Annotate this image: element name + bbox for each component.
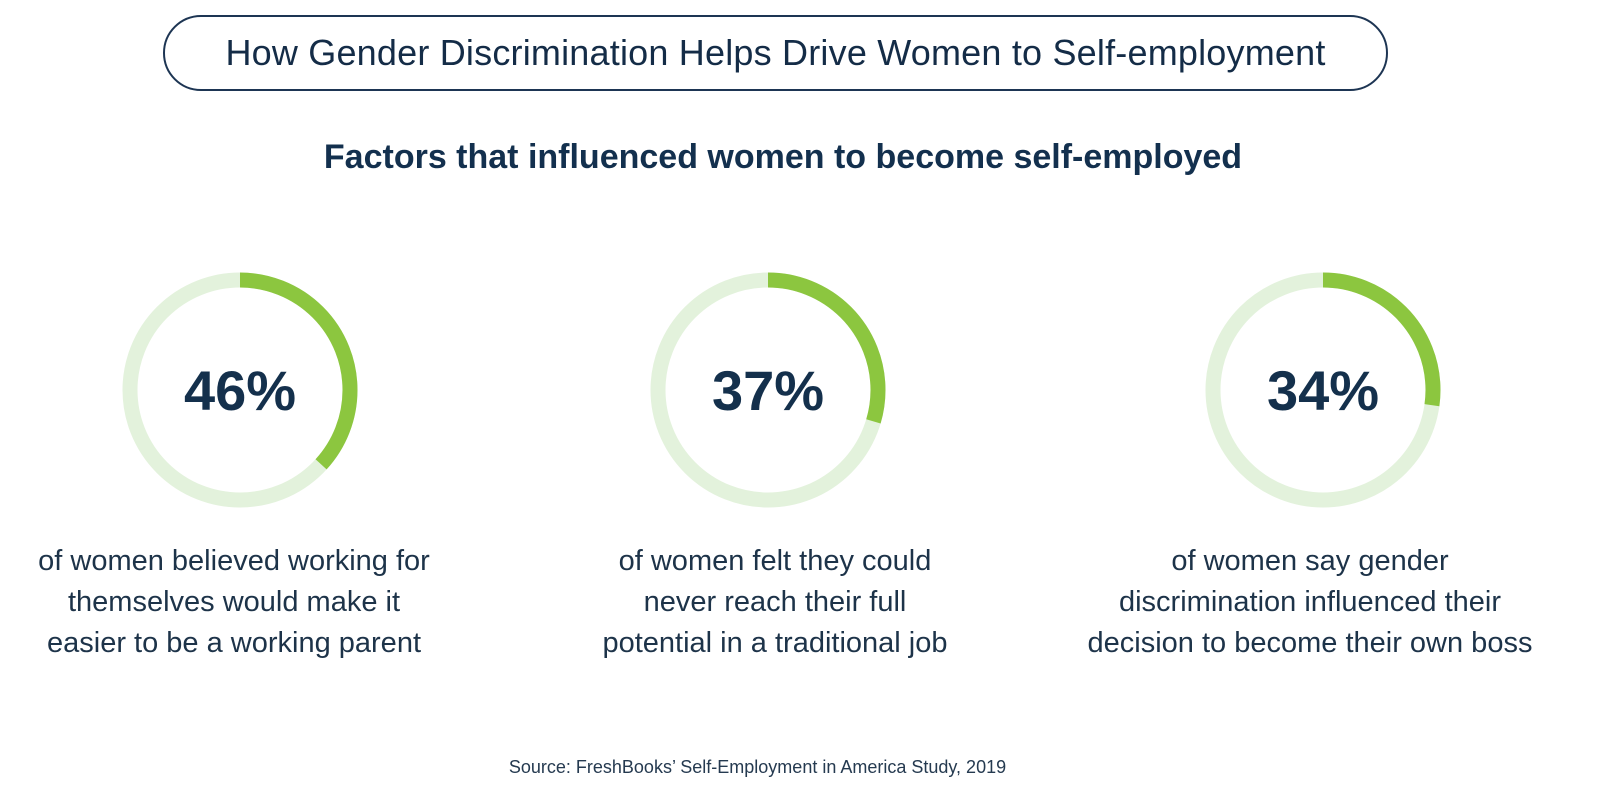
- donut-value-arc: [1205, 272, 1441, 508]
- donut-ring-svg: [650, 272, 886, 508]
- stat-description-working-parent: of women believed working for themselves…: [0, 541, 504, 664]
- stat-description-line: easier to be a working parent: [47, 627, 421, 659]
- donut-value-label: 37%: [711, 358, 825, 422]
- stat-description-line: never reach their full: [643, 586, 907, 618]
- stat-description-line: of women felt they could: [618, 545, 932, 577]
- donut-chart-working-parent: 46%: [120, 270, 360, 510]
- stat-description-full-potential: of women felt they could never reach the…: [505, 541, 1045, 664]
- donut-chart-full-potential: 37%: [648, 270, 888, 510]
- stat-description-own-boss: of women say gender discrimination influ…: [1040, 541, 1580, 664]
- donut-value-arc: [650, 272, 886, 508]
- donut-value-arc: [122, 272, 358, 508]
- source-attribution: Source: FreshBooks’ Self-Employment in A…: [508, 757, 1007, 777]
- donut-value-label: 46%: [183, 358, 297, 422]
- page-title: How Gender Discrimination Helps Drive Wo…: [225, 32, 1326, 73]
- stat-description-line: of women believed working for: [38, 545, 430, 577]
- donut-ring-svg: [122, 272, 358, 508]
- stat-description-line: potential in a traditional job: [602, 627, 948, 659]
- donut-ring-svg: [1205, 272, 1441, 508]
- stat-description-line: themselves would make it: [67, 586, 401, 618]
- stat-description-line: decision to become their own boss: [1087, 627, 1533, 659]
- donut-chart-own-boss: 34%: [1203, 270, 1443, 510]
- donut-value-label: 34%: [1266, 358, 1380, 422]
- chart-subtitle: Factors that influenced women to become …: [323, 138, 1243, 176]
- stat-description-line: discrimination influenced their: [1118, 586, 1502, 618]
- title-pill: How Gender Discrimination Helps Drive Wo…: [163, 15, 1388, 91]
- stat-description-line: of women say gender: [1171, 545, 1449, 577]
